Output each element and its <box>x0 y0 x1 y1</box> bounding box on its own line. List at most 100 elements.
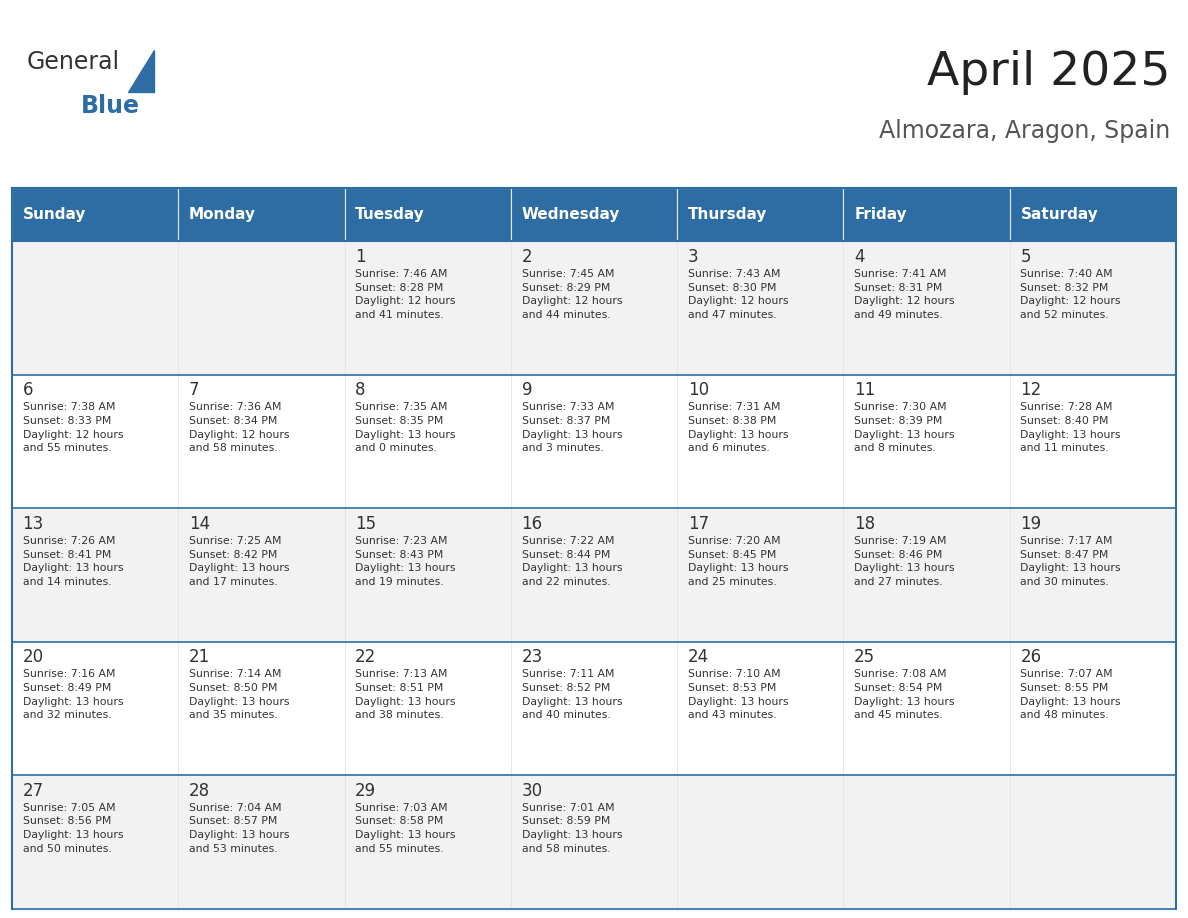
Text: 6: 6 <box>23 381 33 399</box>
Text: 15: 15 <box>355 515 377 532</box>
FancyBboxPatch shape <box>511 642 677 776</box>
Text: 2: 2 <box>522 248 532 266</box>
Text: Almozara, Aragon, Spain: Almozara, Aragon, Spain <box>879 119 1170 143</box>
FancyBboxPatch shape <box>178 241 345 375</box>
FancyBboxPatch shape <box>12 375 178 509</box>
Text: Sunrise: 7:01 AM
Sunset: 8:59 PM
Daylight: 13 hours
and 58 minutes.: Sunrise: 7:01 AM Sunset: 8:59 PM Dayligh… <box>522 803 623 854</box>
Text: Sunrise: 7:22 AM
Sunset: 8:44 PM
Daylight: 13 hours
and 22 minutes.: Sunrise: 7:22 AM Sunset: 8:44 PM Dayligh… <box>522 536 623 587</box>
Text: Sunrise: 7:05 AM
Sunset: 8:56 PM
Daylight: 13 hours
and 50 minutes.: Sunrise: 7:05 AM Sunset: 8:56 PM Dayligh… <box>23 803 124 854</box>
Text: Sunrise: 7:36 AM
Sunset: 8:34 PM
Daylight: 12 hours
and 58 minutes.: Sunrise: 7:36 AM Sunset: 8:34 PM Dayligh… <box>189 402 290 453</box>
Text: Sunrise: 7:07 AM
Sunset: 8:55 PM
Daylight: 13 hours
and 48 minutes.: Sunrise: 7:07 AM Sunset: 8:55 PM Dayligh… <box>1020 669 1121 721</box>
FancyBboxPatch shape <box>843 642 1010 776</box>
FancyBboxPatch shape <box>345 241 511 375</box>
Text: Sunrise: 7:19 AM
Sunset: 8:46 PM
Daylight: 13 hours
and 27 minutes.: Sunrise: 7:19 AM Sunset: 8:46 PM Dayligh… <box>854 536 955 587</box>
FancyBboxPatch shape <box>843 509 1010 642</box>
Text: Sunrise: 7:31 AM
Sunset: 8:38 PM
Daylight: 13 hours
and 6 minutes.: Sunrise: 7:31 AM Sunset: 8:38 PM Dayligh… <box>688 402 789 453</box>
Text: 7: 7 <box>189 381 200 399</box>
FancyBboxPatch shape <box>1010 642 1176 776</box>
Text: Monday: Monday <box>189 207 255 222</box>
Text: 18: 18 <box>854 515 876 532</box>
Text: Sunrise: 7:25 AM
Sunset: 8:42 PM
Daylight: 13 hours
and 17 minutes.: Sunrise: 7:25 AM Sunset: 8:42 PM Dayligh… <box>189 536 290 587</box>
Text: 12: 12 <box>1020 381 1042 399</box>
FancyBboxPatch shape <box>1010 776 1176 909</box>
Text: Sunrise: 7:23 AM
Sunset: 8:43 PM
Daylight: 13 hours
and 19 minutes.: Sunrise: 7:23 AM Sunset: 8:43 PM Dayligh… <box>355 536 456 587</box>
FancyBboxPatch shape <box>511 375 677 509</box>
FancyBboxPatch shape <box>12 241 178 375</box>
FancyBboxPatch shape <box>843 188 1010 241</box>
Text: Sunrise: 7:35 AM
Sunset: 8:35 PM
Daylight: 13 hours
and 0 minutes.: Sunrise: 7:35 AM Sunset: 8:35 PM Dayligh… <box>355 402 456 453</box>
FancyBboxPatch shape <box>843 241 1010 375</box>
FancyBboxPatch shape <box>178 188 345 241</box>
FancyBboxPatch shape <box>677 375 843 509</box>
Text: April 2025: April 2025 <box>927 50 1170 95</box>
FancyBboxPatch shape <box>677 776 843 909</box>
FancyBboxPatch shape <box>12 642 178 776</box>
Text: 22: 22 <box>355 648 377 666</box>
Text: Sunrise: 7:33 AM
Sunset: 8:37 PM
Daylight: 13 hours
and 3 minutes.: Sunrise: 7:33 AM Sunset: 8:37 PM Dayligh… <box>522 402 623 453</box>
Text: 29: 29 <box>355 782 377 800</box>
Text: Sunrise: 7:26 AM
Sunset: 8:41 PM
Daylight: 13 hours
and 14 minutes.: Sunrise: 7:26 AM Sunset: 8:41 PM Dayligh… <box>23 536 124 587</box>
Text: 28: 28 <box>189 782 210 800</box>
Text: 8: 8 <box>355 381 366 399</box>
Text: Friday: Friday <box>854 207 906 222</box>
FancyBboxPatch shape <box>345 509 511 642</box>
Text: 3: 3 <box>688 248 699 266</box>
Text: 17: 17 <box>688 515 709 532</box>
FancyBboxPatch shape <box>677 241 843 375</box>
Text: 11: 11 <box>854 381 876 399</box>
Text: Wednesday: Wednesday <box>522 207 620 222</box>
Text: Sunrise: 7:43 AM
Sunset: 8:30 PM
Daylight: 12 hours
and 47 minutes.: Sunrise: 7:43 AM Sunset: 8:30 PM Dayligh… <box>688 269 789 319</box>
FancyBboxPatch shape <box>843 776 1010 909</box>
FancyBboxPatch shape <box>843 375 1010 509</box>
FancyBboxPatch shape <box>12 188 178 241</box>
FancyBboxPatch shape <box>178 642 345 776</box>
Text: Sunrise: 7:20 AM
Sunset: 8:45 PM
Daylight: 13 hours
and 25 minutes.: Sunrise: 7:20 AM Sunset: 8:45 PM Dayligh… <box>688 536 789 587</box>
Text: Blue: Blue <box>81 94 140 118</box>
Text: Sunrise: 7:11 AM
Sunset: 8:52 PM
Daylight: 13 hours
and 40 minutes.: Sunrise: 7:11 AM Sunset: 8:52 PM Dayligh… <box>522 669 623 721</box>
Text: Sunrise: 7:46 AM
Sunset: 8:28 PM
Daylight: 12 hours
and 41 minutes.: Sunrise: 7:46 AM Sunset: 8:28 PM Dayligh… <box>355 269 456 319</box>
FancyBboxPatch shape <box>178 375 345 509</box>
Text: Thursday: Thursday <box>688 207 767 222</box>
Text: Sunrise: 7:41 AM
Sunset: 8:31 PM
Daylight: 12 hours
and 49 minutes.: Sunrise: 7:41 AM Sunset: 8:31 PM Dayligh… <box>854 269 955 319</box>
Text: 4: 4 <box>854 248 865 266</box>
Text: Sunrise: 7:16 AM
Sunset: 8:49 PM
Daylight: 13 hours
and 32 minutes.: Sunrise: 7:16 AM Sunset: 8:49 PM Dayligh… <box>23 669 124 721</box>
FancyBboxPatch shape <box>12 509 178 642</box>
Text: Sunday: Sunday <box>23 207 86 222</box>
Text: 24: 24 <box>688 648 709 666</box>
FancyBboxPatch shape <box>511 241 677 375</box>
Text: 1: 1 <box>355 248 366 266</box>
Text: 26: 26 <box>1020 648 1042 666</box>
Text: 16: 16 <box>522 515 543 532</box>
Text: Sunrise: 7:38 AM
Sunset: 8:33 PM
Daylight: 12 hours
and 55 minutes.: Sunrise: 7:38 AM Sunset: 8:33 PM Dayligh… <box>23 402 124 453</box>
FancyBboxPatch shape <box>511 188 677 241</box>
FancyBboxPatch shape <box>178 776 345 909</box>
Text: Sunrise: 7:10 AM
Sunset: 8:53 PM
Daylight: 13 hours
and 43 minutes.: Sunrise: 7:10 AM Sunset: 8:53 PM Dayligh… <box>688 669 789 721</box>
Text: Sunrise: 7:45 AM
Sunset: 8:29 PM
Daylight: 12 hours
and 44 minutes.: Sunrise: 7:45 AM Sunset: 8:29 PM Dayligh… <box>522 269 623 319</box>
FancyBboxPatch shape <box>1010 509 1176 642</box>
Text: 9: 9 <box>522 381 532 399</box>
Text: General: General <box>26 50 119 74</box>
Text: 27: 27 <box>23 782 44 800</box>
Text: Sunrise: 7:17 AM
Sunset: 8:47 PM
Daylight: 13 hours
and 30 minutes.: Sunrise: 7:17 AM Sunset: 8:47 PM Dayligh… <box>1020 536 1121 587</box>
FancyBboxPatch shape <box>12 776 178 909</box>
FancyBboxPatch shape <box>1010 188 1176 241</box>
Text: Sunrise: 7:04 AM
Sunset: 8:57 PM
Daylight: 13 hours
and 53 minutes.: Sunrise: 7:04 AM Sunset: 8:57 PM Dayligh… <box>189 803 290 854</box>
FancyBboxPatch shape <box>511 776 677 909</box>
Text: Sunrise: 7:08 AM
Sunset: 8:54 PM
Daylight: 13 hours
and 45 minutes.: Sunrise: 7:08 AM Sunset: 8:54 PM Dayligh… <box>854 669 955 721</box>
Text: 13: 13 <box>23 515 44 532</box>
FancyBboxPatch shape <box>345 642 511 776</box>
Text: Sunrise: 7:30 AM
Sunset: 8:39 PM
Daylight: 13 hours
and 8 minutes.: Sunrise: 7:30 AM Sunset: 8:39 PM Dayligh… <box>854 402 955 453</box>
Text: 25: 25 <box>854 648 876 666</box>
Text: Sunrise: 7:40 AM
Sunset: 8:32 PM
Daylight: 12 hours
and 52 minutes.: Sunrise: 7:40 AM Sunset: 8:32 PM Dayligh… <box>1020 269 1121 319</box>
Text: 30: 30 <box>522 782 543 800</box>
Text: 5: 5 <box>1020 248 1031 266</box>
Text: Sunrise: 7:13 AM
Sunset: 8:51 PM
Daylight: 13 hours
and 38 minutes.: Sunrise: 7:13 AM Sunset: 8:51 PM Dayligh… <box>355 669 456 721</box>
FancyBboxPatch shape <box>345 375 511 509</box>
FancyBboxPatch shape <box>1010 241 1176 375</box>
Text: 23: 23 <box>522 648 543 666</box>
FancyBboxPatch shape <box>178 509 345 642</box>
Text: Tuesday: Tuesday <box>355 207 425 222</box>
Text: 20: 20 <box>23 648 44 666</box>
FancyBboxPatch shape <box>677 188 843 241</box>
FancyBboxPatch shape <box>511 509 677 642</box>
